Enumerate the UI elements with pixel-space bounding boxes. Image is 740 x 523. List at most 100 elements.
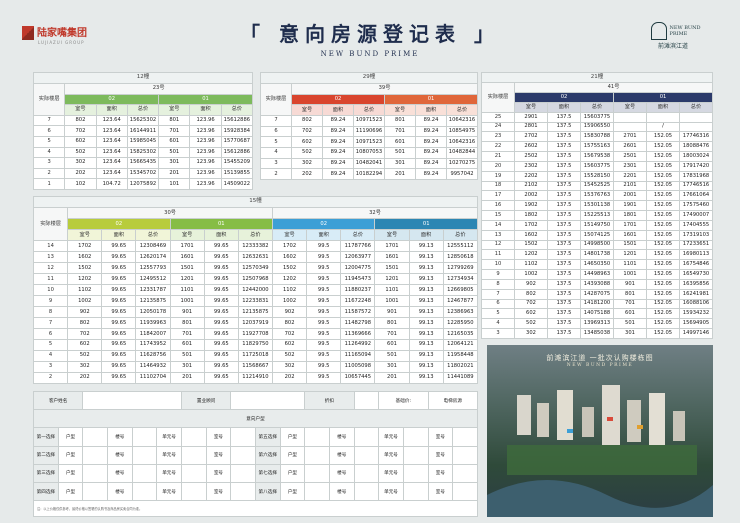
cell: 89.24 [415,115,447,127]
cell: 1102 [271,284,308,297]
cell: 137.5 [547,170,581,182]
form-row: 第一选择 户型 楼号 单元号 室号 第五选择 户型 楼号 单元号 室号 [33,427,478,447]
cell: 801 [169,317,205,330]
cell: 15770687 [220,136,254,148]
column-header: 总价 [580,101,614,113]
cell: 99.65 [203,251,239,264]
field-label: 单元号 [378,445,404,465]
input [402,445,429,465]
unit-group: 02 [514,92,614,103]
cell: 99.65 [203,339,239,352]
cell: 10854975 [446,125,478,138]
cell: 137.5 [547,190,581,202]
cell: 602 [67,339,103,352]
unit-group: 01 [169,218,273,231]
label: 置业顾问 [180,390,232,411]
building: 15幢 [33,195,478,209]
unit: 39号 [291,83,478,95]
cell: 201 [169,372,205,384]
cell: 99.65 [203,372,239,384]
subtitle: NEW BUND PRIME [320,50,420,58]
cell [679,111,713,123]
cell: 12165035 [442,328,479,341]
cell: 99.5 [306,306,342,319]
field-label: 户型 [57,445,84,465]
cell: 11743952 [135,339,171,352]
cell: 137.5 [547,318,581,329]
cell: 1102 [67,284,103,297]
cell: 99.65 [101,306,137,319]
floor: 9 [32,295,69,308]
choice: 第四选择 [33,482,59,502]
data-row: 7 802 99.65 11939963 801 99.65 12037919 802 99.5… [32,317,479,330]
cell: 12064121 [442,339,479,352]
column-header: 室号 [514,101,548,113]
choice: 第一选择 [33,427,59,447]
data-row: 13 1602 137.5 15074125 1601 152.05 17319103 [481,229,713,241]
cell: 1202 [67,273,103,286]
cell: 99.13 [408,306,444,319]
unit: 30号 [67,207,273,220]
cell: 602 [271,339,308,352]
cell: 12669805 [442,284,479,297]
cell: 14498963 [580,269,614,280]
cell: 17746316 [679,131,713,143]
cell: 2302 [514,160,548,172]
cell: 15528150 [580,170,614,182]
cell: 11264992 [340,339,376,352]
floor: 22 [481,141,515,153]
form-row: 第二选择 户型 楼号 单元号 室号 第六选择 户型 楼号 单元号 室号 [33,445,478,465]
data-row: 3 302 123.64 15665435 301 123.96 15455209 [32,157,254,169]
field-label: 室号 [427,427,454,447]
building [537,403,549,437]
input [452,482,478,502]
cell: 1601 [169,251,205,264]
cell: 12386963 [442,306,479,319]
floor: 16 [481,200,515,212]
column-header: 面积 [322,104,354,117]
cell: 152.05 [646,288,680,300]
floor: 13 [481,229,515,241]
cell: 15074125 [580,229,614,241]
cell: 99.65 [101,317,137,330]
unit: 41号 [514,82,713,94]
cell: 601 [384,136,416,148]
cell: 123.64 [95,167,128,180]
input [131,463,158,484]
cell: 1902 [514,200,548,212]
cell: 99.5 [306,284,342,297]
form-row: 注：以上价格仅供参考，最终价格以签署的认购书及商品房买卖合同为准。 [33,500,478,517]
floor: 20 [481,160,515,172]
cell: 12135875 [135,295,171,308]
cell: 502 [271,350,308,363]
header-row: 室号 面积 总价 室号 面积 总价 [482,101,713,113]
cell: 1502 [514,239,548,251]
cell: 1102 [514,259,548,271]
input [230,445,256,465]
floor: 5 [481,308,515,320]
floor: 6 [32,125,66,137]
data-row: 2 202 123.64 15345702 201 123.96 15139855 [32,167,254,180]
input [180,427,207,447]
field-label: 单元号 [156,463,182,484]
cell: 15301138 [580,200,614,212]
cell: 16754846 [679,259,713,271]
cell: 99.5 [306,372,342,384]
cell: 99.65 [101,284,137,297]
input [304,445,330,465]
field-label: 楼号 [328,463,355,484]
input [353,482,380,502]
data-row: 17 2002 137.5 15376763 2001 152.05 17661064 [481,190,713,202]
cell: 152.05 [646,298,680,310]
cell: 152.05 [646,160,680,172]
input [230,482,256,502]
column-header: 室号 [67,229,103,242]
column-header: 总价 [679,101,713,113]
map-title: 前滩滨江道 一批次认购楼栋图 [546,354,654,362]
cell: 702 [514,298,548,310]
cell: 1501 [374,262,410,275]
cell: 1002 [271,295,308,308]
cell: 99.65 [101,273,137,286]
cell: 11005098 [340,361,376,374]
data-row: 5 602 123.64 15985045 601 123.96 15770687 [32,136,254,148]
